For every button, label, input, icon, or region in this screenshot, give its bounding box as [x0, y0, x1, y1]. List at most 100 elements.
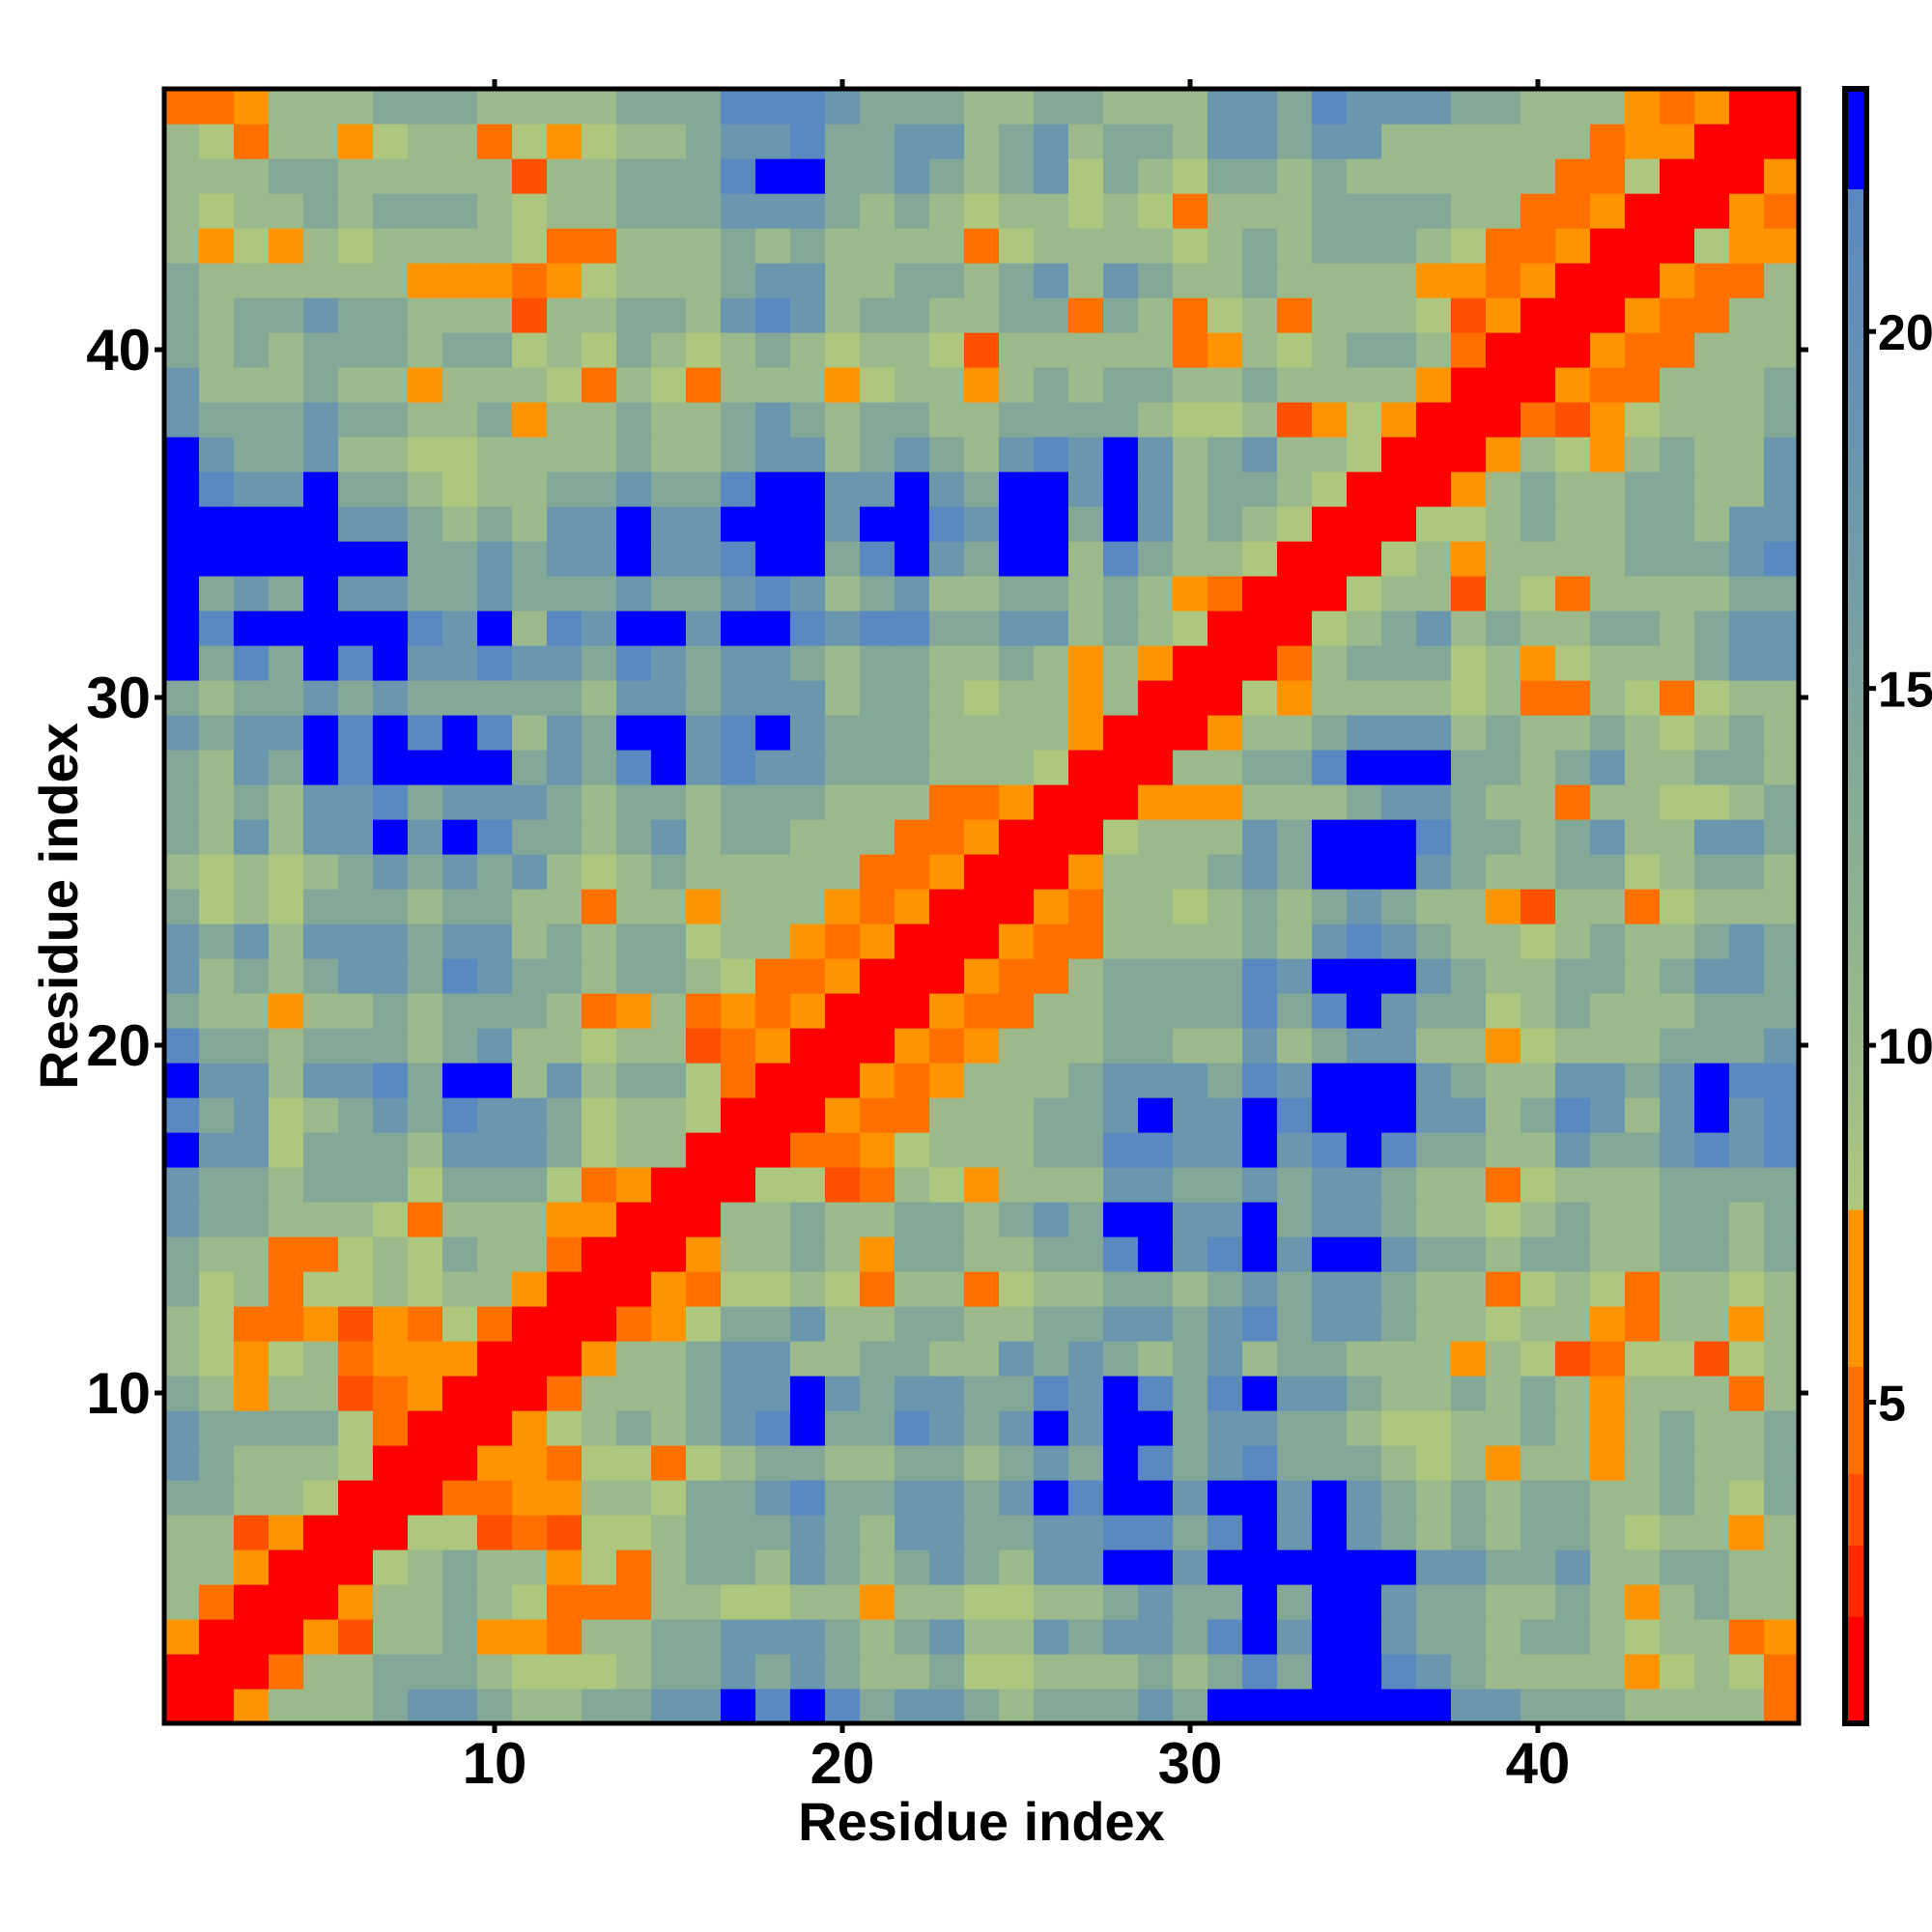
heatmap-cell: [199, 680, 235, 716]
heatmap-cell: [512, 1410, 548, 1446]
heatmap-cell: [442, 1271, 478, 1307]
heatmap-cell: [860, 437, 895, 472]
heatmap-cell: [790, 541, 826, 577]
heatmap-cell: [1590, 1619, 1626, 1655]
heatmap-cell: [1173, 1445, 1208, 1481]
heatmap-cell: [790, 1689, 826, 1724]
heatmap-cell: [1660, 1341, 1695, 1377]
heatmap-cell: [1312, 819, 1348, 855]
heatmap-cell: [338, 1445, 374, 1481]
heatmap-cell: [373, 1584, 409, 1620]
heatmap-cell: [1486, 923, 1521, 959]
heatmap-cell: [477, 193, 513, 229]
heatmap-cell: [651, 471, 687, 507]
heatmap-cell: [860, 1063, 895, 1098]
heatmap-cell: [1138, 958, 1174, 994]
heatmap-cell: [1208, 124, 1243, 159]
heatmap-cell: [1486, 1584, 1521, 1620]
heatmap-cell: [1347, 1202, 1382, 1237]
heatmap-cell: [442, 367, 478, 403]
heatmap-cell: [1416, 611, 1452, 646]
heatmap-cell: [860, 819, 895, 855]
heatmap-cell: [1451, 889, 1487, 924]
heatmap-cell: [234, 1167, 270, 1203]
heatmap-cell: [1416, 1654, 1452, 1690]
heatmap-cell: [1138, 193, 1174, 229]
heatmap-cell: [1068, 89, 1104, 125]
heatmap-cell: [1312, 541, 1348, 577]
heatmap-cell: [1660, 1410, 1695, 1446]
heatmap-cell: [1312, 1306, 1348, 1342]
heatmap-cell: [547, 263, 582, 298]
heatmap-cell: [338, 1410, 374, 1446]
heatmap-cell: [1660, 1445, 1695, 1481]
heatmap-cell: [408, 1549, 443, 1585]
heatmap-cell: [199, 750, 235, 785]
heatmap-cell: [1347, 1480, 1382, 1516]
heatmap-cell: [1694, 228, 1730, 264]
heatmap-cell: [999, 367, 1035, 403]
heatmap-cell: [408, 1584, 443, 1620]
heatmap-cell: [1486, 367, 1521, 403]
heatmap-cell: [269, 1341, 304, 1377]
heatmap-cell: [1694, 1619, 1730, 1655]
heatmap-cell: [442, 1584, 478, 1620]
heatmap-cell: [1416, 750, 1452, 785]
heatmap-cell: [1590, 611, 1626, 646]
heatmap-cell: [686, 228, 722, 264]
heatmap-cell: [164, 1167, 200, 1203]
heatmap-cell: [1068, 1410, 1104, 1446]
heatmap-cell: [1416, 437, 1452, 472]
heatmap-cell: [477, 854, 513, 890]
heatmap-cell: [964, 1480, 1000, 1516]
heatmap-cell: [269, 1306, 304, 1342]
heatmap-cell: [686, 958, 722, 994]
heatmap-cell: [1312, 1167, 1348, 1203]
heatmap-cell: [582, 1132, 617, 1168]
heatmap-cell: [1347, 645, 1382, 681]
heatmap-cell: [408, 1619, 443, 1655]
heatmap-cell: [1555, 1654, 1591, 1690]
heatmap-cell: [1312, 506, 1348, 542]
heatmap-cell: [616, 645, 652, 681]
heatmap-cell: [755, 1063, 791, 1098]
heatmap-cell: [860, 889, 895, 924]
heatmap-cell: [1173, 576, 1208, 611]
heatmap-cell: [164, 89, 200, 125]
heatmap-cell: [755, 1689, 791, 1724]
heatmap-cell: [999, 402, 1035, 438]
heatmap-cell: [1208, 1376, 1243, 1411]
heatmap-cell: [164, 1202, 200, 1237]
heatmap-cell: [686, 1028, 722, 1064]
heatmap-cell: [1208, 541, 1243, 577]
heatmap-cell: [269, 1410, 304, 1446]
heatmap-cell: [1138, 645, 1174, 681]
heatmap-cell: [164, 1515, 200, 1550]
heatmap-cell: [582, 1202, 617, 1237]
heatmap-cell: [1555, 680, 1591, 716]
heatmap-cell: [547, 1306, 582, 1342]
heatmap-cell: [234, 923, 270, 959]
heatmap-cell: [582, 784, 617, 820]
heatmap-cell: [373, 1376, 409, 1411]
heatmap-cell: [651, 1376, 687, 1411]
heatmap-cell: [338, 193, 374, 229]
heatmap-cell: [1034, 1202, 1069, 1237]
heatmap-cell: [269, 1202, 304, 1237]
heatmap-cell: [1068, 1584, 1104, 1620]
heatmap-cell: [477, 402, 513, 438]
heatmap-cell: [547, 332, 582, 368]
heatmap-cell: [477, 1271, 513, 1307]
heatmap-cell: [199, 158, 235, 194]
heatmap-cell: [234, 1028, 270, 1064]
heatmap-cell: [999, 645, 1035, 681]
heatmap-cell: [1416, 1097, 1452, 1133]
heatmap-cell: [790, 576, 826, 611]
heatmap-cell: [964, 158, 1000, 194]
heatmap-cell: [651, 1584, 687, 1620]
heatmap-cell: [999, 1028, 1035, 1064]
heatmap-cell: [1764, 1376, 1800, 1411]
heatmap-cell: [790, 1480, 826, 1516]
heatmap-cell: [1034, 1097, 1069, 1133]
heatmap-cell: [999, 923, 1035, 959]
